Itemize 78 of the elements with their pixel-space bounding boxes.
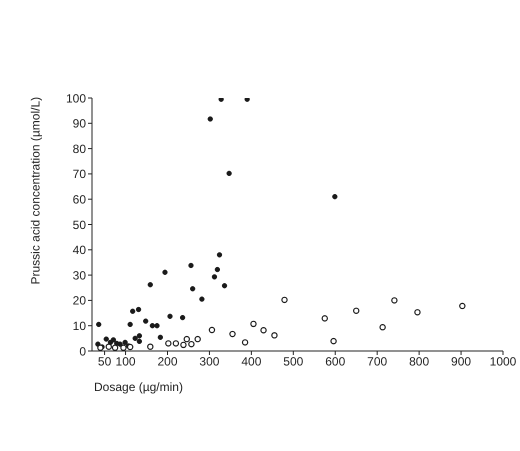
point (136, 333, 142, 338)
point (180, 314, 186, 320)
point (96, 322, 102, 328)
y-tick-label: 0 (79, 344, 86, 358)
point (165, 340, 172, 347)
point (271, 332, 278, 339)
point (147, 344, 154, 350)
point (130, 308, 136, 314)
point (106, 344, 112, 350)
y-tick-label: 20 (72, 294, 86, 308)
point (226, 170, 232, 176)
point (281, 296, 288, 304)
point (120, 344, 127, 351)
point (162, 270, 168, 275)
point (190, 286, 196, 292)
point (199, 296, 205, 302)
point (136, 306, 142, 312)
point (332, 194, 338, 200)
x-tick-label: 500 (283, 354, 304, 369)
point (122, 340, 128, 346)
point (214, 266, 220, 272)
point (112, 344, 118, 351)
y-tick-label: 40 (72, 243, 86, 258)
point (184, 336, 190, 342)
y-tick-label: 30 (72, 268, 86, 282)
point (158, 334, 164, 340)
point (128, 322, 133, 328)
point (322, 315, 328, 322)
x-tick-label: 800 (409, 354, 430, 369)
x-tick-label: 1000 (490, 354, 517, 369)
x-axis-title: Dosage (µg/min) (94, 380, 183, 394)
x-tick-label: 200 (157, 354, 178, 369)
x-tick-label: 50 (98, 354, 112, 369)
point (136, 338, 142, 344)
point (216, 252, 222, 258)
point (143, 318, 148, 324)
point (330, 338, 337, 344)
y-axis-title: Prussic acid concentration (µmol/L) (28, 96, 42, 284)
x-tick-label: 600 (325, 354, 346, 369)
y-tick-label: 70 (72, 167, 86, 182)
point (188, 262, 194, 268)
y-tick-label: 50 (72, 218, 86, 232)
point (180, 342, 187, 348)
point (250, 320, 257, 328)
y-tick-label: 80 (72, 142, 86, 156)
point (459, 302, 466, 310)
y-tick-label: 100 (66, 91, 86, 106)
point (172, 340, 180, 347)
y-tick-label: 60 (72, 192, 86, 206)
point (148, 282, 153, 288)
point (353, 308, 360, 314)
x-tick-label: 700 (367, 354, 388, 369)
x-tick-label: 900 (451, 354, 472, 369)
point (132, 336, 138, 341)
point (208, 116, 213, 122)
point (188, 340, 195, 348)
point (260, 327, 267, 334)
y-tick-label: 10 (72, 318, 86, 333)
point (110, 337, 116, 343)
point (154, 323, 160, 328)
y-tick-label: 90 (72, 116, 86, 131)
point (167, 314, 173, 319)
point (242, 339, 248, 346)
point (218, 98, 224, 102)
point (379, 324, 386, 330)
point (229, 330, 236, 338)
point (150, 323, 156, 328)
point (208, 326, 216, 334)
x-tick-label: 300 (199, 354, 220, 369)
point (244, 98, 250, 102)
point (194, 336, 201, 342)
point (104, 336, 109, 342)
point (391, 297, 398, 304)
point (222, 283, 228, 288)
x-tick-label: 400 (241, 354, 262, 369)
point (414, 309, 421, 316)
x-tick-label: 100 (116, 354, 136, 369)
point (212, 274, 218, 280)
